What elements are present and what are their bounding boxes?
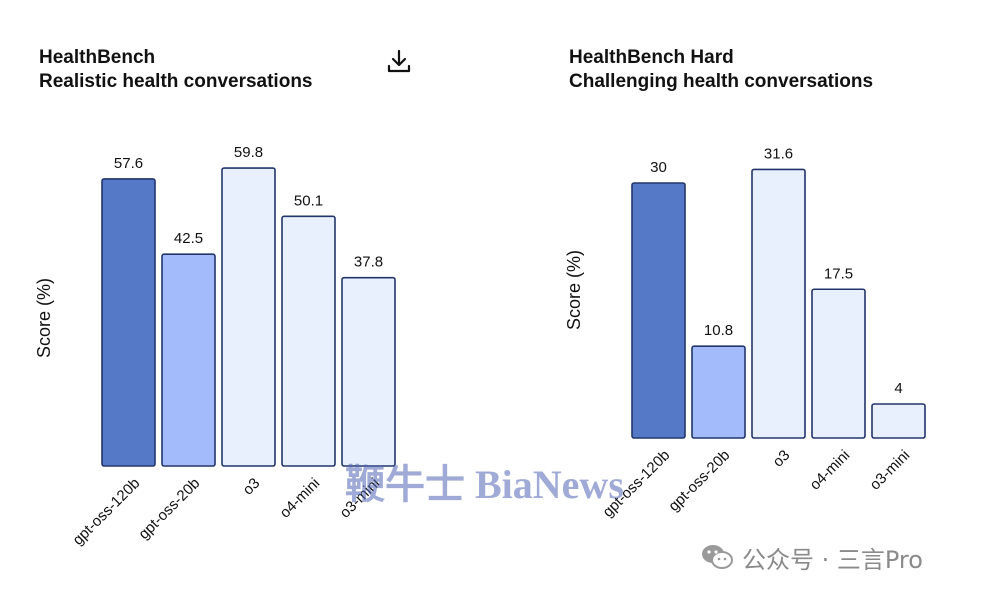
chart-2-bar-o3	[751, 168, 806, 439]
chart-1-bar-gpt-oss-20b	[161, 253, 216, 467]
chart-2-title-block: HealthBench Hard Challenging health conv…	[569, 46, 873, 94]
chart-2-tick-o4-mini: o4-mini	[807, 447, 854, 494]
chart-2-data-label-gpt-oss-20b: 10.8	[704, 322, 733, 339]
chart-1-data-label-gpt-oss-120b: 57.6	[114, 155, 143, 172]
chart-2-title: HealthBench Hard	[569, 47, 734, 68]
chart-2-tick-o3-mini: o3-mini	[867, 447, 914, 494]
chart-2-data-label-o4-mini: 17.5	[824, 265, 853, 282]
chart-1-title-block: HealthBench Realistic health conversatio…	[39, 46, 313, 94]
chart-2-bar-gpt-oss-20b	[691, 345, 746, 439]
chart-1-data-label-o3-mini: 37.8	[354, 254, 383, 271]
chart-1-data-label-o4-mini: 50.1	[294, 192, 323, 209]
chart-1-bar-o3-mini	[341, 276, 396, 467]
chart-2-bar-gpt-oss-120b	[631, 182, 686, 439]
chart-2-tick-gpt-oss-20b: gpt-oss-20b	[665, 447, 733, 515]
chart-2-data-label-o3: 31.6	[764, 145, 793, 162]
chart-1-bar-o3	[221, 167, 276, 467]
download-icon	[387, 49, 411, 73]
chart-1-title: HealthBench	[39, 47, 156, 68]
account-label: 公众号 · 三言Pro	[742, 545, 923, 574]
chart-2-data-label-gpt-oss-120b: 30	[650, 159, 667, 176]
wechat-icon	[702, 545, 733, 569]
chart-1-data-label-gpt-oss-20b: 42.5	[174, 230, 203, 247]
download-button[interactable]	[385, 46, 413, 76]
chart-2-bar-o3-mini	[871, 403, 926, 439]
chart-2-tick-gpt-oss-120b: gpt-oss-120b	[599, 447, 673, 521]
chart-1-ylabel: Score (%)	[34, 278, 54, 358]
chart-1-bar-gpt-oss-120b	[101, 178, 156, 467]
chart-2-subtitle: Challenging health conversations	[569, 71, 874, 92]
chart-1-subtitle: Realistic health conversations	[39, 71, 313, 92]
chart-1-bar-o4-mini	[281, 215, 336, 467]
chart-2-tick-o3: o3	[770, 447, 794, 471]
chart-1-data-label-o3: 59.8	[234, 144, 263, 161]
chart-2-ylabel: Score (%)	[564, 250, 584, 330]
chart-2-bar-o4-mini	[811, 288, 866, 439]
chart-2-data-label-o3-mini: 4	[894, 380, 902, 397]
wechat-footer: 公众号 · 三言Pro	[700, 540, 923, 574]
